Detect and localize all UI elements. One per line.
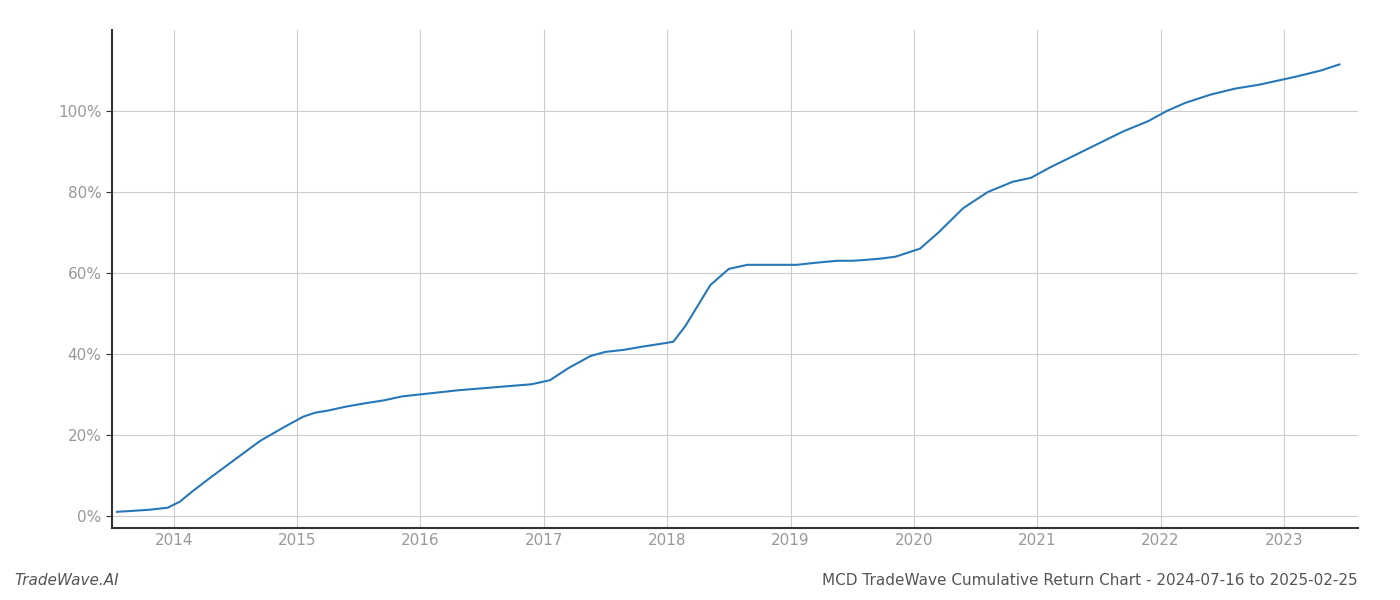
Text: MCD TradeWave Cumulative Return Chart - 2024-07-16 to 2025-02-25: MCD TradeWave Cumulative Return Chart - … xyxy=(822,573,1358,588)
Text: TradeWave.AI: TradeWave.AI xyxy=(14,573,119,588)
